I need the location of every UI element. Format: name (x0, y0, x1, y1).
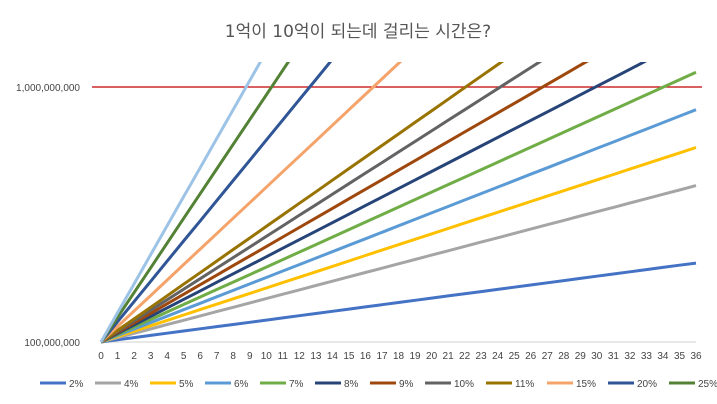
legend-item: 20% (608, 379, 657, 390)
legend-label: 4% (124, 379, 139, 390)
x-tick-label: 8 (230, 351, 236, 362)
legend-item: 5% (150, 379, 194, 390)
legend-label: 7% (289, 379, 304, 390)
series-line-8pct (100, 62, 648, 344)
plot-area (92, 62, 702, 344)
legend-item: 8% (315, 379, 359, 390)
legend-label: 6% (234, 379, 249, 390)
legend-label: 15% (576, 379, 596, 390)
x-tick-label: 4 (164, 351, 170, 362)
x-tick-label: 20 (426, 351, 438, 362)
x-tick-label: 15 (343, 351, 355, 362)
x-tick-label: 19 (409, 351, 421, 362)
legend-label: 2% (69, 379, 84, 390)
legend-label: 9% (399, 379, 414, 390)
x-tick-label: 27 (542, 351, 554, 362)
series-line-10pct (100, 62, 543, 344)
x-tick-label: 3 (148, 351, 154, 362)
series-line-9pct (100, 62, 589, 344)
legend-item: 11% (486, 379, 534, 390)
legend-item: 4% (95, 379, 139, 390)
x-tick-label: 35 (674, 351, 686, 362)
legend-label: 20% (637, 379, 657, 390)
x-tick-label: 23 (476, 351, 488, 362)
x-tick-label: 31 (608, 351, 620, 362)
x-tick-label: 13 (310, 351, 322, 362)
legend-item: 7% (260, 379, 304, 390)
series-line-20pct (99, 62, 333, 343)
series-line-11pct (100, 62, 505, 344)
series-line-4pct (100, 184, 697, 344)
legend-item: 15% (547, 379, 596, 390)
legend-label: 8% (344, 379, 359, 390)
x-tick-label: 1 (115, 351, 121, 362)
x-tick-label: 22 (459, 351, 471, 362)
x-tick-label: 36 (690, 351, 702, 362)
series-line-5pct (100, 146, 697, 344)
y-tick-label: 100,000,000 (24, 338, 80, 349)
x-tick-label: 14 (327, 351, 339, 362)
x-tick-label: 12 (294, 351, 306, 362)
x-tick-label: 29 (575, 351, 587, 362)
legend-item: 2% (40, 379, 84, 390)
legend-item: 10% (425, 379, 474, 390)
x-tick-label: 10 (261, 351, 273, 362)
x-tick-label: 34 (657, 351, 669, 362)
legend-label: 5% (179, 379, 194, 390)
series-line-7pct (100, 70, 697, 344)
x-tick-label: 30 (591, 351, 603, 362)
x-tick-label: 11 (278, 351, 289, 362)
x-tick-label: 25 (509, 351, 521, 362)
x-tick-label: 7 (214, 351, 220, 362)
legend-item: 25% (669, 379, 717, 390)
y-axis: 100,000,000 1,000,000,000 (16, 83, 80, 349)
series-line-6pct (100, 108, 697, 344)
legend-label: 25% (698, 379, 717, 390)
series-line-2pct (100, 261, 697, 344)
legend-label: 11% (515, 379, 534, 390)
x-tick-label: 33 (641, 351, 653, 362)
x-axis: 0 1 2 3 4 5 6 7 8 9 10 11 12 13 14 15 16 17 18 19 20 21 22 23 24… (98, 351, 702, 362)
legend-item: 6% (205, 379, 249, 390)
legend: 2%4%5%6%7%8%9%10%11%15%20%25%30% (40, 379, 717, 390)
x-tick-label: 5 (181, 351, 187, 362)
series-line-25pct (99, 62, 291, 343)
legend-item: 9% (370, 379, 414, 390)
legend-label: 10% (454, 379, 474, 390)
x-tick-label: 28 (558, 351, 570, 362)
series-line-15pct (99, 62, 403, 344)
series-line-30pct (99, 62, 263, 343)
x-tick-label: 21 (443, 351, 455, 362)
x-tick-label: 6 (197, 351, 203, 362)
x-tick-label: 18 (393, 351, 405, 362)
x-tick-label: 0 (98, 351, 104, 362)
x-tick-label: 9 (247, 351, 253, 362)
x-tick-label: 26 (525, 351, 537, 362)
x-tick-label: 24 (492, 351, 504, 362)
x-tick-label: 2 (131, 351, 137, 362)
x-tick-label: 17 (376, 351, 388, 362)
x-tick-label: 16 (360, 351, 372, 362)
x-tick-label: 32 (624, 351, 636, 362)
y-tick-label: 1,000,000,000 (16, 83, 80, 94)
chart-title: 1억이 10억이 되는데 걸리는 시간은? (225, 22, 491, 42)
